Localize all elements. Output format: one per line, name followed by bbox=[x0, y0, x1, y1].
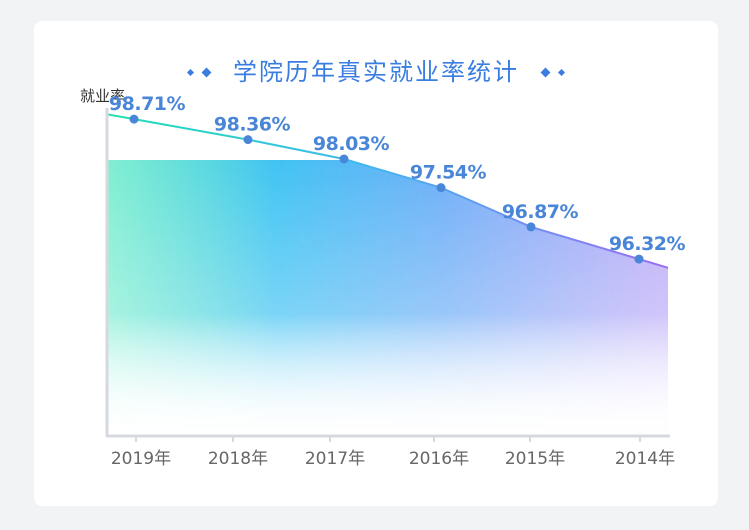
y-axis-title: 就业率 bbox=[80, 87, 125, 105]
series-line bbox=[106, 113, 669, 269]
data-label: 96.32% bbox=[609, 233, 686, 255]
x-tick-label: 2016年 bbox=[409, 449, 469, 469]
data-point bbox=[436, 183, 446, 193]
x-tick-label: 2019年 bbox=[111, 449, 171, 469]
x-tick-label: 2015年 bbox=[505, 449, 565, 469]
area-fill bbox=[107, 114, 668, 437]
chart-marks: 98.71% 2019年 98.36% 2018年 98.03% 2017年 97.54% 2… bbox=[109, 93, 686, 469]
data-point bbox=[243, 135, 253, 145]
data-label: 98.71% bbox=[109, 93, 186, 115]
x-tick-label: 2018年 bbox=[208, 449, 268, 469]
chart-title: 学院历年真实就业率统计 bbox=[233, 58, 519, 86]
data-label: 98.36% bbox=[214, 114, 291, 136]
data-point bbox=[526, 222, 536, 232]
data-point bbox=[634, 254, 644, 264]
data-point bbox=[339, 154, 349, 164]
data-point bbox=[129, 114, 139, 124]
x-tick-label: 2017年 bbox=[305, 449, 365, 469]
data-label: 96.87% bbox=[502, 201, 579, 223]
data-label: 97.54% bbox=[410, 162, 487, 184]
x-tick-label: 2014年 bbox=[615, 449, 675, 469]
data-label: 98.03% bbox=[313, 133, 390, 155]
title-row: 学院历年真实就业率统计 bbox=[34, 57, 718, 87]
